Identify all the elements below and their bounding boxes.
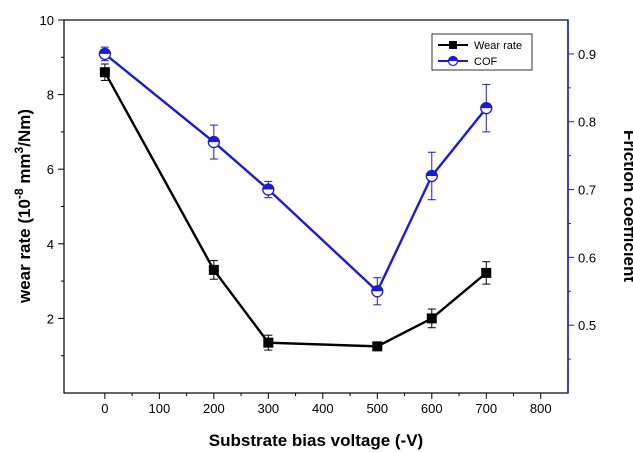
data-point xyxy=(207,135,220,149)
y-left-title-prefix: wear rate (10 xyxy=(15,199,34,304)
data-point xyxy=(99,67,110,78)
x-tick-label: 200 xyxy=(203,401,225,416)
y-left-title-exp2: 3 xyxy=(12,146,26,153)
y-left-title-exp1: -8 xyxy=(12,188,26,199)
data-point-half xyxy=(371,285,383,292)
y-left-title-mid: mm xyxy=(15,153,34,188)
data-point xyxy=(372,341,383,352)
x-tick-label: 0 xyxy=(101,401,108,416)
x-tick-label: 600 xyxy=(421,401,443,416)
data-point-half xyxy=(99,48,111,54)
x-tick-label: 700 xyxy=(475,401,497,416)
y-left-title-suffix: /Nm) xyxy=(15,109,34,147)
y-axis-right-title: Friction coefficient xyxy=(620,130,633,282)
series-layer xyxy=(98,46,493,352)
series-line xyxy=(103,71,488,348)
y-right-tick-label: 0.8 xyxy=(578,115,596,130)
legend-marker-half xyxy=(448,56,458,61)
legend-box xyxy=(431,33,533,71)
y-left-tick-label: 6 xyxy=(47,162,54,177)
x-tick-label: 300 xyxy=(257,401,279,416)
y-right-tick-label: 0.9 xyxy=(578,47,596,62)
x-tick-label: 500 xyxy=(366,401,388,416)
data-point xyxy=(98,47,112,61)
data-point-half xyxy=(208,136,220,143)
y-left-tick-label: 4 xyxy=(47,237,54,252)
y-axis-right: 0.5 0.6 0.7 0.8 0.9 xyxy=(567,20,596,393)
data-point xyxy=(481,267,492,278)
data-point xyxy=(263,337,274,348)
x-tick-label: 400 xyxy=(312,401,334,416)
data-point xyxy=(425,169,438,183)
x-tick-label: 800 xyxy=(530,401,552,416)
y-axis-left-title: wear rate (10-8 mm3/Nm) xyxy=(12,109,34,304)
y-right-tick-label: 0.6 xyxy=(578,250,596,265)
y-left-tick-label: 2 xyxy=(47,311,54,326)
plot-frame xyxy=(63,19,569,394)
y-right-tick-label: 0.5 xyxy=(578,318,596,333)
legend: Wear rate COF xyxy=(431,33,533,71)
series-line xyxy=(104,52,488,294)
y-left-tick-label: 10 xyxy=(40,13,54,28)
y-right-tick-label: 0.7 xyxy=(578,183,596,198)
x-axis-title: Substrate bias voltage (-V) xyxy=(209,431,423,450)
data-point xyxy=(480,102,493,115)
x-tick-label: 100 xyxy=(148,401,170,416)
data-point-half xyxy=(480,102,492,109)
legend-marker xyxy=(449,41,457,49)
data-point xyxy=(262,183,275,196)
data-point-half xyxy=(426,170,438,176)
data-point xyxy=(208,264,219,275)
y-axis-left: 2 4 6 8 10 xyxy=(40,13,64,357)
legend-label: Wear rate xyxy=(474,40,522,52)
data-point xyxy=(426,313,437,324)
x-axis: 0 100 200 300 400 500 600 700 800 xyxy=(101,393,552,416)
legend-label: COF xyxy=(474,56,498,68)
data-point xyxy=(371,285,384,298)
data-point-half xyxy=(262,184,274,190)
y-left-tick-label: 8 xyxy=(47,88,54,103)
